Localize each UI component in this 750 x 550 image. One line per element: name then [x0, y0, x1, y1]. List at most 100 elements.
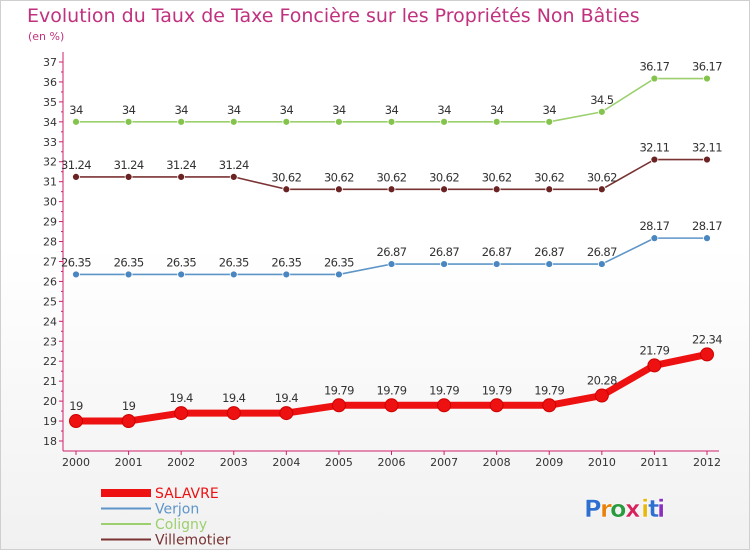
data-label-villemotier: 30.62 — [324, 170, 354, 184]
data-label-salavre: 19.4 — [170, 391, 193, 405]
data-label-coligny: 34 — [69, 103, 83, 117]
y-tick-label-28: 28 — [43, 236, 57, 249]
data-point-coligny — [492, 117, 501, 126]
data-point-verjon — [124, 270, 133, 279]
data-point-coligny — [229, 117, 238, 126]
legend-label-verjon: Verjon — [155, 502, 199, 518]
y-tick-label-21: 21 — [43, 375, 57, 388]
legend-label-villemotier: Villemotier — [155, 533, 231, 549]
y-tick-label-25: 25 — [43, 295, 57, 308]
data-point-villemotier — [597, 185, 606, 194]
data-point-villemotier — [440, 185, 448, 194]
x-tick-label-2001: 2001 — [115, 456, 143, 469]
data-label-verjon: 26.35 — [114, 255, 144, 269]
data-label-salavre: 22.34 — [692, 332, 722, 346]
data-label-coligny: 34 — [227, 103, 241, 117]
x-tick-label-2010: 2010 — [588, 456, 616, 469]
logo-letter: i — [657, 495, 665, 523]
data-point-coligny — [177, 117, 186, 126]
y-tick-label-20: 20 — [43, 395, 57, 408]
y-tick-label-22: 22 — [43, 355, 57, 368]
data-point-coligny — [597, 107, 606, 116]
x-tick-label-2009: 2009 — [535, 456, 563, 469]
data-point-salavre — [226, 406, 241, 421]
y-tick-label-23: 23 — [43, 335, 57, 348]
data-point-coligny — [72, 117, 80, 126]
data-point-salavre — [384, 398, 399, 413]
data-label-salavre: 19.79 — [482, 383, 512, 397]
data-label-salavre: 19.4 — [222, 391, 245, 405]
data-label-verjon: 26.87 — [534, 245, 564, 259]
x-tick-label-2000: 2000 — [62, 456, 90, 469]
data-label-villemotier: 31.24 — [114, 158, 144, 172]
data-point-verjon — [492, 260, 501, 268]
data-point-villemotier — [177, 172, 186, 181]
data-point-villemotier — [335, 185, 343, 194]
x-tick-label-2011: 2011 — [640, 456, 668, 469]
data-label-villemotier: 31.24 — [166, 158, 196, 172]
y-tick-label-32: 32 — [43, 156, 57, 169]
data-point-coligny — [703, 74, 711, 83]
data-label-coligny: 34 — [385, 103, 399, 117]
data-point-verjon — [177, 270, 186, 279]
logo-letter: x — [625, 495, 641, 523]
data-label-verjon: 28.17 — [639, 219, 669, 233]
y-tick-label-27: 27 — [43, 255, 57, 268]
data-label-salavre: 19 — [69, 399, 83, 413]
data-label-salavre: 20.28 — [587, 374, 617, 388]
data-point-coligny — [282, 117, 291, 126]
x-tick-label-2005: 2005 — [325, 456, 353, 469]
data-label-verjon: 28.17 — [692, 219, 722, 233]
data-label-villemotier: 30.62 — [534, 170, 564, 184]
x-tick-label-2006: 2006 — [378, 456, 406, 469]
y-axis-unit-label: (en %) — [28, 30, 65, 43]
x-tick-label-2008: 2008 — [483, 456, 511, 469]
data-point-verjon — [335, 270, 343, 279]
data-label-verjon: 26.87 — [482, 245, 512, 259]
series-villemotier: 31.24 31.24 31.24 31.24 30.62 30.62 30.62 30.62… — [61, 141, 723, 194]
data-point-verjon — [440, 260, 448, 268]
data-point-coligny — [440, 117, 448, 126]
y-tick-label-26: 26 — [43, 275, 57, 288]
data-label-coligny: 34 — [490, 103, 504, 117]
data-label-villemotier: 31.24 — [61, 158, 91, 172]
data-label-salavre: 21.79 — [639, 343, 669, 357]
data-label-verjon: 26.35 — [61, 255, 91, 269]
data-point-coligny — [335, 117, 343, 126]
y-tick-label-24: 24 — [43, 315, 57, 328]
data-point-villemotier — [492, 185, 501, 194]
data-label-salavre: 19.79 — [377, 383, 407, 397]
y-tick-label-19: 19 — [43, 415, 57, 428]
data-point-salavre — [121, 414, 136, 429]
data-label-verjon: 26.87 — [377, 245, 407, 259]
data-label-villemotier: 30.62 — [429, 170, 459, 184]
data-point-salavre — [437, 398, 452, 413]
data-point-coligny — [387, 117, 396, 126]
data-label-salavre: 19 — [122, 399, 136, 413]
data-label-coligny: 34 — [122, 103, 136, 117]
logo-letter: o — [610, 495, 627, 523]
x-tick-label-2012: 2012 — [693, 456, 721, 469]
data-point-verjon — [72, 270, 80, 279]
data-point-verjon — [282, 270, 291, 279]
data-point-villemotier — [72, 172, 80, 181]
data-label-salavre: 19.79 — [534, 383, 564, 397]
data-label-verjon: 26.35 — [271, 255, 301, 269]
data-point-verjon — [597, 260, 606, 268]
data-point-villemotier — [650, 155, 659, 164]
data-label-coligny: 34.5 — [590, 93, 613, 107]
logo-letter: t — [648, 495, 659, 523]
data-label-villemotier: 31.24 — [219, 158, 249, 172]
y-tick-label-18: 18 — [43, 435, 57, 448]
y-tick-label-34: 34 — [43, 116, 57, 129]
data-point-salavre — [174, 406, 189, 421]
data-label-verjon: 26.35 — [166, 255, 196, 269]
y-tick-label-33: 33 — [43, 136, 57, 149]
logo-letter: P — [584, 495, 602, 523]
y-tick-label-31: 31 — [43, 176, 57, 189]
y-tick-label-29: 29 — [43, 216, 57, 229]
data-label-verjon: 26.87 — [587, 245, 617, 259]
data-label-coligny: 36.17 — [639, 60, 669, 74]
data-label-coligny: 34 — [332, 103, 346, 117]
